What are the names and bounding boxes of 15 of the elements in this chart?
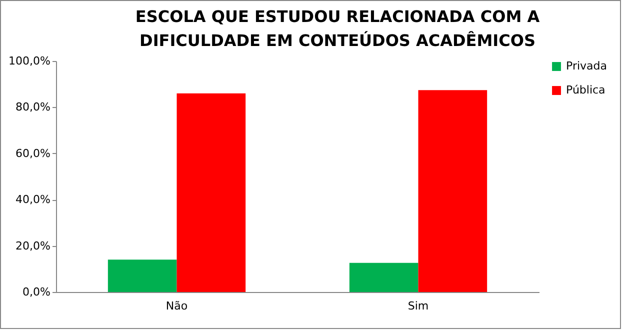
chart-title: ESCOLA QUE ESTUDOU RELACIONADA COM A DIFICULDADE EM CONTEÚDOS ACADÊMICOS [135, 7, 540, 50]
bar [108, 260, 177, 292]
y-tick-label: 20,0% [16, 239, 50, 252]
x-tick-label: Sim [408, 300, 429, 312]
legend-label: Privada [566, 60, 607, 72]
y-tick-label: 100,0% [8, 54, 50, 68]
y-tick-label: 60,0% [16, 146, 50, 160]
y-tick-label: 40,0% [16, 193, 50, 206]
bar [349, 262, 418, 292]
y-tick-label: 80,0% [16, 100, 50, 114]
legend-label: Pública [566, 84, 606, 96]
x-tick-label: Não [166, 300, 188, 312]
bar [418, 90, 488, 292]
y-tick-label: 0,0% [22, 286, 50, 298]
bar [176, 93, 246, 292]
